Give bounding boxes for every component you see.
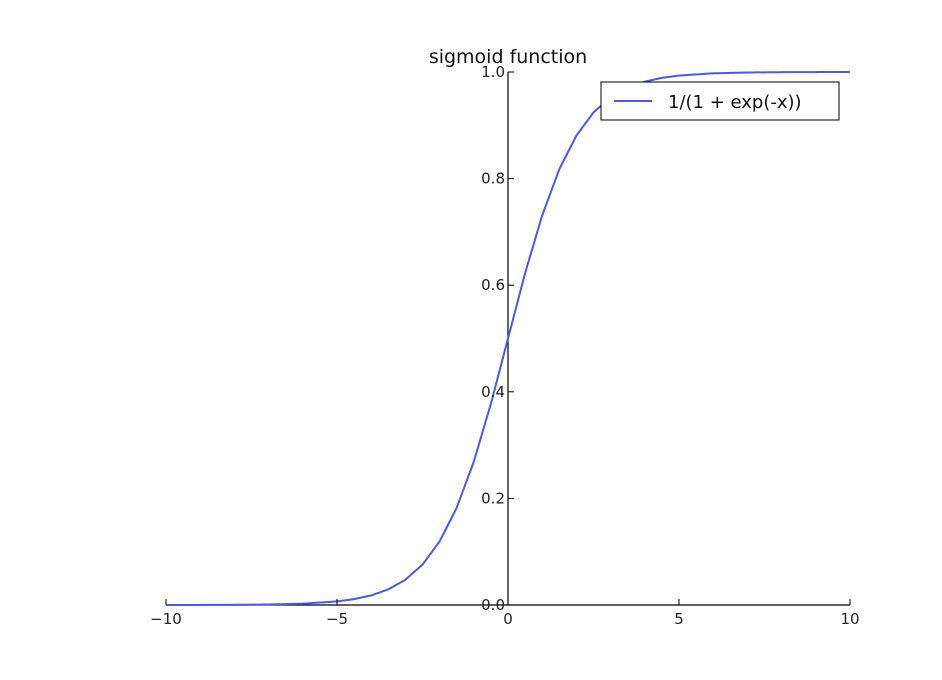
y-tick-label: 0.2	[481, 489, 505, 507]
legend-label: 1/(1 + exp(-x))	[668, 92, 802, 113]
y-tick-label: 1.0	[481, 63, 505, 81]
series-line-0	[165, 71, 851, 606]
legend: 1/(1 + exp(-x))	[600, 81, 840, 121]
x-tick-label: −10	[150, 610, 182, 628]
x-tick-label: 5	[674, 610, 684, 628]
series-layer	[165, 71, 851, 606]
x-tick-label: 10	[840, 610, 859, 628]
x-tick-label: 0	[503, 610, 513, 628]
y-tick-label: 0.4	[481, 383, 505, 401]
chart-title: sigmoid function	[429, 46, 587, 68]
y-tick-label: 0.6	[481, 276, 505, 294]
x-tick-label: −5	[326, 610, 348, 628]
y-tick-label: 0.0	[481, 596, 505, 614]
ticks-layer: −10 −5 0 5 10 0.0 0.2 0.4 0.6 0.8 1.0	[150, 63, 859, 628]
y-tick-label: 0.8	[481, 170, 505, 188]
